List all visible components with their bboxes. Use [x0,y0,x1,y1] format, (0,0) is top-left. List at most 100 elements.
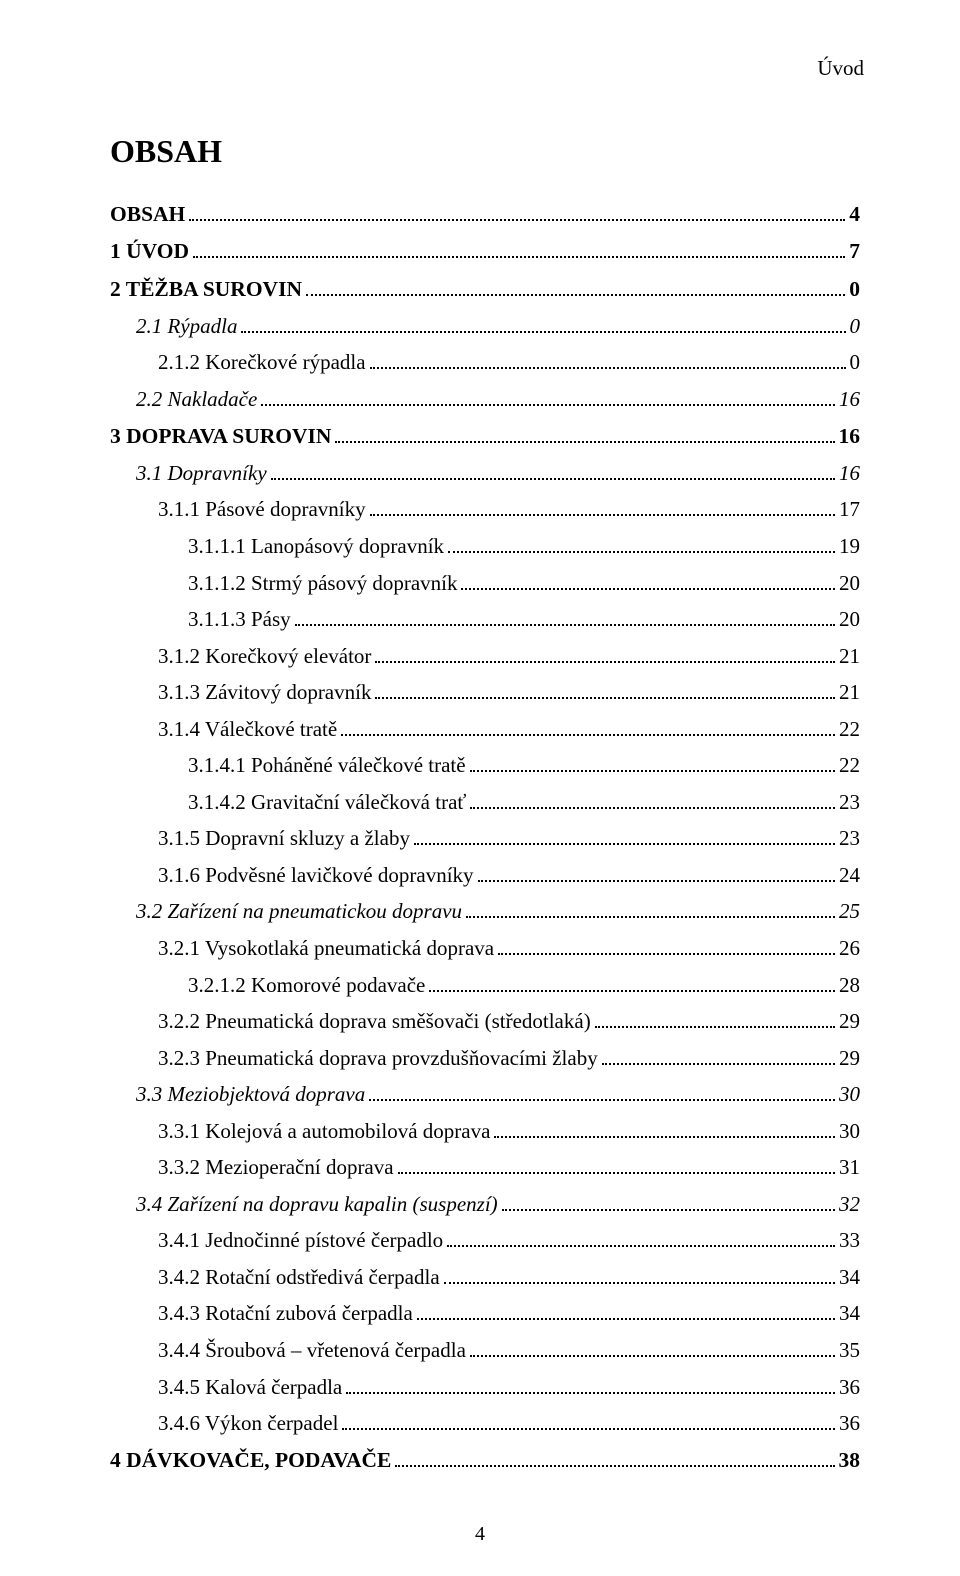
toc-entry-page: 0 [850,310,861,343]
toc-entry-page: 36 [839,1371,860,1404]
toc-entry-label: 3.1.4.1 Poháněné válečkové tratě [188,749,466,782]
toc-entry-page: 0 [850,346,861,379]
toc-leader-dots [494,1122,835,1138]
toc-entry-label: 3.1.1.1 Lanopásový dopravník [188,530,444,563]
toc-entry-page: 34 [839,1261,860,1294]
document-page: Úvod OBSAH OBSAH41 ÚVOD72 TĚŽBA SUROVIN0… [0,0,960,1576]
toc-entry-page: 22 [839,713,860,746]
toc-leader-dots [341,720,835,736]
toc-entry: 3.1.4.2 Gravitační válečková trať 23 [110,786,860,819]
toc-leader-dots [193,242,845,258]
toc-entry: 3.3.2 Mezioperační doprava31 [110,1151,860,1184]
toc-entry-label: 3.1.4.2 Gravitační válečková trať [188,786,466,819]
toc-leader-dots [602,1049,835,1065]
toc-entry: 1 ÚVOD7 [110,235,860,268]
toc-entry: 3.1.3 Závitový dopravník21 [110,676,860,709]
toc-entry-label: 3.4.2 Rotační odstředivá čerpadla [158,1261,440,1294]
toc-entry-label: 3.1.6 Podvěsné lavičkové dopravníky [158,859,474,892]
toc-entry-page: 30 [839,1115,860,1148]
toc-entry-page: 32 [839,1188,860,1221]
toc-entry: 3.1 Dopravníky16 [110,457,860,490]
toc-leader-dots [271,464,835,480]
toc-leader-dots [502,1195,835,1211]
toc-leader-dots [295,610,835,626]
toc-entry-page: 4 [849,198,860,231]
toc-entry-label: 3.3.2 Mezioperační doprava [158,1151,394,1184]
toc-entry-label: 3.4 Zařízení na dopravu kapalin (suspenz… [136,1188,498,1221]
toc-leader-dots [470,793,835,809]
toc-entry-page: 0 [849,273,860,306]
toc-entry-page: 29 [839,1042,860,1075]
toc-entry-page: 34 [839,1297,860,1330]
toc-title: OBSAH [110,133,860,170]
toc-entry-page: 7 [849,235,860,268]
toc-entry: 3.4.3 Rotační zubová čerpadla 34 [110,1297,860,1330]
toc-entry-page: 28 [839,969,860,1002]
toc-leader-dots [335,427,834,443]
toc-entry: 3.4.6 Výkon čerpadel36 [110,1407,860,1440]
toc-entry-label: 3.4.4 Šroubová – vřetenová čerpadla [158,1334,466,1367]
toc-entry-label: 2.2 Nakladače [136,383,257,416]
toc-entry: 3.1.4 Válečkové tratě 22 [110,713,860,746]
toc-entry: 3.4.1 Jednočinné pístové čerpadlo33 [110,1224,860,1257]
toc-entry: 3.4.4 Šroubová – vřetenová čerpadla 35 [110,1334,860,1367]
toc-entry-page: 16 [839,420,861,453]
toc-entry: 4 DÁVKOVAČE, PODAVAČE 38 [110,1444,860,1477]
toc-entry-page: 19 [839,530,860,563]
toc-leader-dots [395,1451,834,1467]
toc-leader-dots [414,830,835,846]
toc-entry: 3.2 Zařízení na pneumatickou dopravu25 [110,895,860,928]
toc-leader-dots [478,866,835,882]
toc-entry-label: 3.2.1.2 Komorové podavače [188,969,425,1002]
toc-entry-page: 23 [839,822,860,855]
toc-entry-page: 24 [839,859,860,892]
toc-entry-label: 3.1.5 Dopravní skluzy a žlaby [158,822,410,855]
toc-entry-label: 4 DÁVKOVAČE, PODAVAČE [110,1444,391,1477]
toc-entry-label: 3.3 Meziobjektová doprava [136,1078,365,1111]
toc-entry-page: 17 [839,493,860,526]
toc-entry-page: 35 [839,1334,860,1367]
toc-entry-label: 3.4.1 Jednočinné pístové čerpadlo [158,1224,443,1257]
toc-entry-label: 3.4.3 Rotační zubová čerpadla [158,1297,413,1330]
toc-entry-page: 26 [839,932,860,965]
toc-container: OBSAH41 ÚVOD72 TĚŽBA SUROVIN02.1 Rýpadla… [110,198,860,1477]
toc-entry: 3.1.1.2 Strmý pásový dopravník20 [110,567,860,600]
toc-entry-label: 3.3.1 Kolejová a automobilová doprava [158,1115,490,1148]
toc-entry: 3.4.5 Kalová čerpadla 36 [110,1371,860,1404]
toc-leader-dots [595,1012,835,1028]
page-number: 4 [0,1523,960,1546]
toc-entry: 3.1.2 Korečkový elevátor21 [110,640,860,673]
toc-entry-page: 22 [839,749,860,782]
toc-entry: 3.1.1 Pásové dopravníky17 [110,493,860,526]
toc-entry: 3.1.4.1 Poháněné válečkové tratě 22 [110,749,860,782]
toc-entry-page: 38 [839,1444,861,1477]
toc-entry-label: 3.2.1 Vysokotlaká pneumatická doprava [158,932,494,965]
toc-leader-dots [346,1378,835,1394]
toc-entry-label: 3.4.5 Kalová čerpadla [158,1371,342,1404]
toc-entry-label: 3.2.3 Pneumatická doprava provzdušňovací… [158,1042,598,1075]
toc-entry: 2.1 Rýpadla0 [110,310,860,343]
toc-entry-page: 20 [839,603,860,636]
toc-leader-dots [369,1086,835,1102]
toc-entry: OBSAH4 [110,198,860,231]
toc-leader-dots [306,280,845,296]
toc-entry: 2.1.2 Korečkové rýpadla0 [110,346,860,379]
toc-leader-dots [466,903,835,919]
toc-leader-dots [417,1305,835,1321]
toc-leader-dots [398,1159,835,1175]
toc-entry-page: 25 [839,895,860,928]
running-head: Úvod [110,56,864,81]
toc-leader-dots [429,976,835,992]
toc-entry: 3.3 Meziobjektová doprava30 [110,1078,860,1111]
toc-entry-label: 3 DOPRAVA SUROVIN [110,420,331,453]
toc-entry: 2.2 Nakladače16 [110,383,860,416]
toc-leader-dots [370,354,846,370]
toc-entry-label: 3.1.2 Korečkový elevátor [158,640,371,673]
toc-entry-label: 3.1.3 Závitový dopravník [158,676,371,709]
toc-entry-page: 29 [839,1005,860,1038]
toc-entry-label: 3.1.4 Válečkové tratě [158,713,337,746]
toc-entry-page: 23 [839,786,860,819]
toc-entry: 3.3.1 Kolejová a automobilová doprava 30 [110,1115,860,1148]
toc-leader-dots [342,1414,835,1430]
toc-leader-dots [241,317,845,333]
